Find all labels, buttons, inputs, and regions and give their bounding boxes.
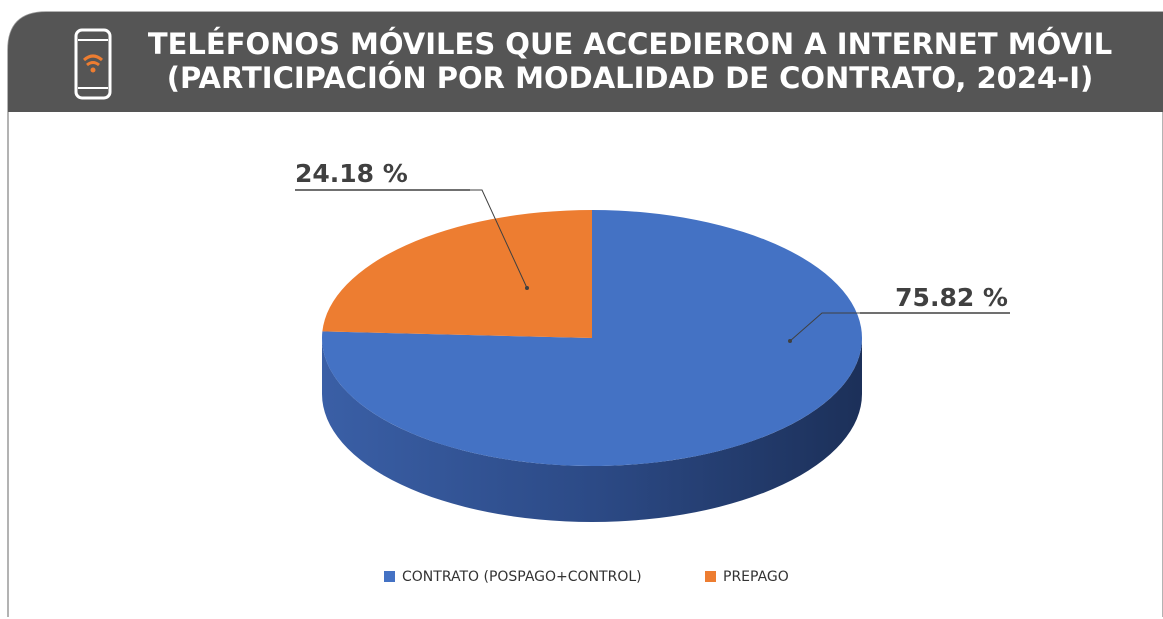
pie-slice xyxy=(322,210,592,338)
leader-dot xyxy=(788,339,792,343)
legend-label: PREPAGO xyxy=(723,569,789,585)
header-band xyxy=(8,12,1163,112)
value-label: 75.82 % xyxy=(895,283,1008,312)
phone-icon xyxy=(74,28,112,100)
chart-title: TELÉFONOS MÓVILES QUE ACCEDIERON A INTER… xyxy=(148,27,1112,61)
legend-swatch xyxy=(705,571,716,582)
pie-side xyxy=(322,338,862,522)
leader-line xyxy=(470,189,528,289)
legend-label: CONTRATO (POSPAGO+CONTROL) xyxy=(402,569,642,585)
chart-subtitle: (PARTICIPACIÓN POR MODALIDAD DE CONTRATO… xyxy=(167,61,1094,95)
legend-swatch xyxy=(384,571,395,582)
value-label: 24.18 % xyxy=(295,159,408,188)
leader-dot xyxy=(525,286,529,290)
leader-line xyxy=(789,312,860,342)
